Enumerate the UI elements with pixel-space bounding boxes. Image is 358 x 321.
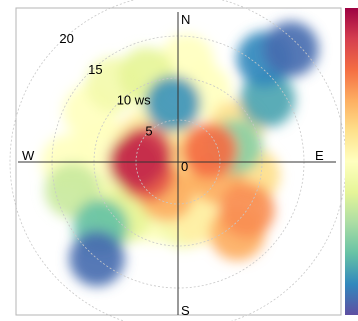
radial-tick-label: 20 xyxy=(59,31,73,46)
heat-cell xyxy=(219,182,275,238)
radial-tick-label: 10 ws xyxy=(117,93,151,108)
radial-tick-labels: 5 10 ws 15 20 xyxy=(59,31,152,138)
radial-tick-label: 5 xyxy=(145,123,152,138)
colorbar xyxy=(345,8,358,315)
radial-tick-label: 15 xyxy=(88,62,102,77)
center-label: 0 xyxy=(181,159,188,174)
heat-cell xyxy=(145,75,201,132)
heat-cell xyxy=(239,71,296,128)
compass-east: E xyxy=(315,148,324,163)
heat-cell xyxy=(263,21,319,77)
compass-north: N xyxy=(181,12,190,27)
compass-south: S xyxy=(181,303,190,318)
compass-west: W xyxy=(22,148,35,163)
heat-cell xyxy=(181,122,238,179)
